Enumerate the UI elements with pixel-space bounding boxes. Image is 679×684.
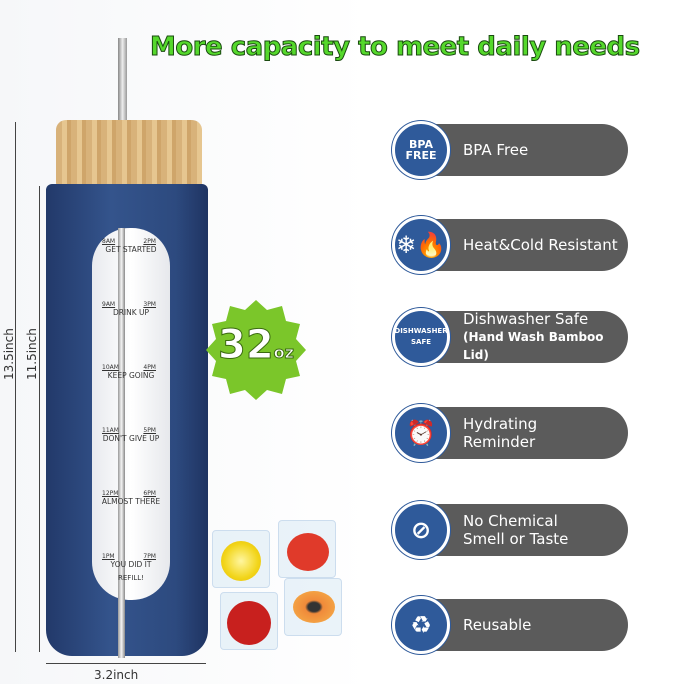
icon-glyph: ❄🔥 (396, 230, 446, 259)
feature-sublabel: Reminder (463, 433, 536, 451)
marker-text: KEEP GOING (107, 371, 155, 380)
marker-text: GET STARTED (105, 245, 157, 254)
marker-left-time: 12PM (102, 490, 119, 497)
heat-cold-icon: ❄🔥 (392, 216, 450, 274)
height-label: 13.5inch (2, 328, 16, 380)
ice-cube-strawberry (278, 520, 336, 578)
feature-label: Heat&Cold Resistant (463, 236, 618, 254)
ice-cube-apple (220, 592, 278, 650)
straw (118, 38, 127, 128)
height-dimension-line (15, 122, 16, 652)
time-marker: 12PM 6PM ALMOST THERE (92, 490, 170, 506)
time-marker: 8AM 2PM GET STARTED (92, 238, 170, 254)
feature-label: Dishwasher Safe (463, 310, 589, 328)
feature-sublabel: Smell or Taste (463, 530, 569, 548)
marker-left-time: 1PM (102, 553, 115, 560)
marker-text: YOU DID IT (110, 560, 152, 569)
flask-icon: ⊘ (392, 501, 450, 559)
ice-cube-lemon (212, 530, 270, 588)
capacity-text: 32oz (218, 322, 295, 369)
marker-right-time: 5PM (143, 427, 156, 434)
marker-right-time: 3PM (143, 301, 156, 308)
marker-right-time: 2PM (143, 238, 156, 245)
body-height-label: 11.5inch (25, 328, 39, 380)
marker-text: ALMOST THERE (101, 497, 161, 506)
marker-left-time: 10AM (102, 364, 119, 371)
feature-sublabel: (Hand Wash Bamboo Lid) (463, 330, 604, 362)
dishwasher-icon: DISHWASHER SAFE (392, 308, 450, 366)
width-label: 3.2inch (94, 668, 139, 682)
marker-right-time: 6PM (143, 490, 156, 497)
icon-glyph: ♻ (410, 610, 432, 639)
time-marker: 9AM 3PM DRINK UP (92, 301, 170, 317)
bamboo-lid (56, 120, 202, 186)
feature-label: Hydrating (463, 415, 538, 433)
headline: More capacity to meet daily needs (150, 32, 641, 63)
feature-label: Reusable (463, 616, 532, 634)
bpa-free-icon: BPA FREE (392, 121, 450, 179)
marker-left-time: 8AM (102, 238, 116, 245)
marker-right-time: 7PM (143, 553, 156, 560)
ice-cube-papaya (284, 578, 342, 636)
time-marker: 1PM 7PM YOU DID IT (92, 553, 170, 569)
clock-icon: ⏰ (392, 404, 450, 462)
feature-label: No Chemical (463, 512, 558, 530)
recycle-icon: ♻ (392, 596, 450, 654)
feature-label: BPA Free (463, 141, 529, 159)
icon-glyph: BPA FREE (405, 138, 437, 162)
icon-glyph: ⏰ (406, 418, 436, 447)
icon-glyph: DISHWASHER SAFE (394, 327, 448, 346)
marker-text: DRINK UP (112, 308, 150, 317)
marker-left-time: 11AM (102, 427, 119, 434)
time-marker: 11AM 5PM DON'T GIVE UP (92, 427, 170, 443)
marker-text: DON'T GIVE UP (102, 434, 160, 443)
icon-glyph: ⊘ (410, 515, 432, 544)
straw-inside (118, 228, 125, 658)
marker-right-time: 4PM (143, 364, 156, 371)
bottle-window (92, 228, 170, 600)
time-marker: 10AM 4PM KEEP GOING (92, 364, 170, 380)
marker-left-time: 9AM (102, 301, 116, 308)
body-height-dimension-line (39, 186, 40, 652)
width-dimension-line (46, 663, 206, 664)
refill-marker: REFILL! (118, 574, 144, 582)
